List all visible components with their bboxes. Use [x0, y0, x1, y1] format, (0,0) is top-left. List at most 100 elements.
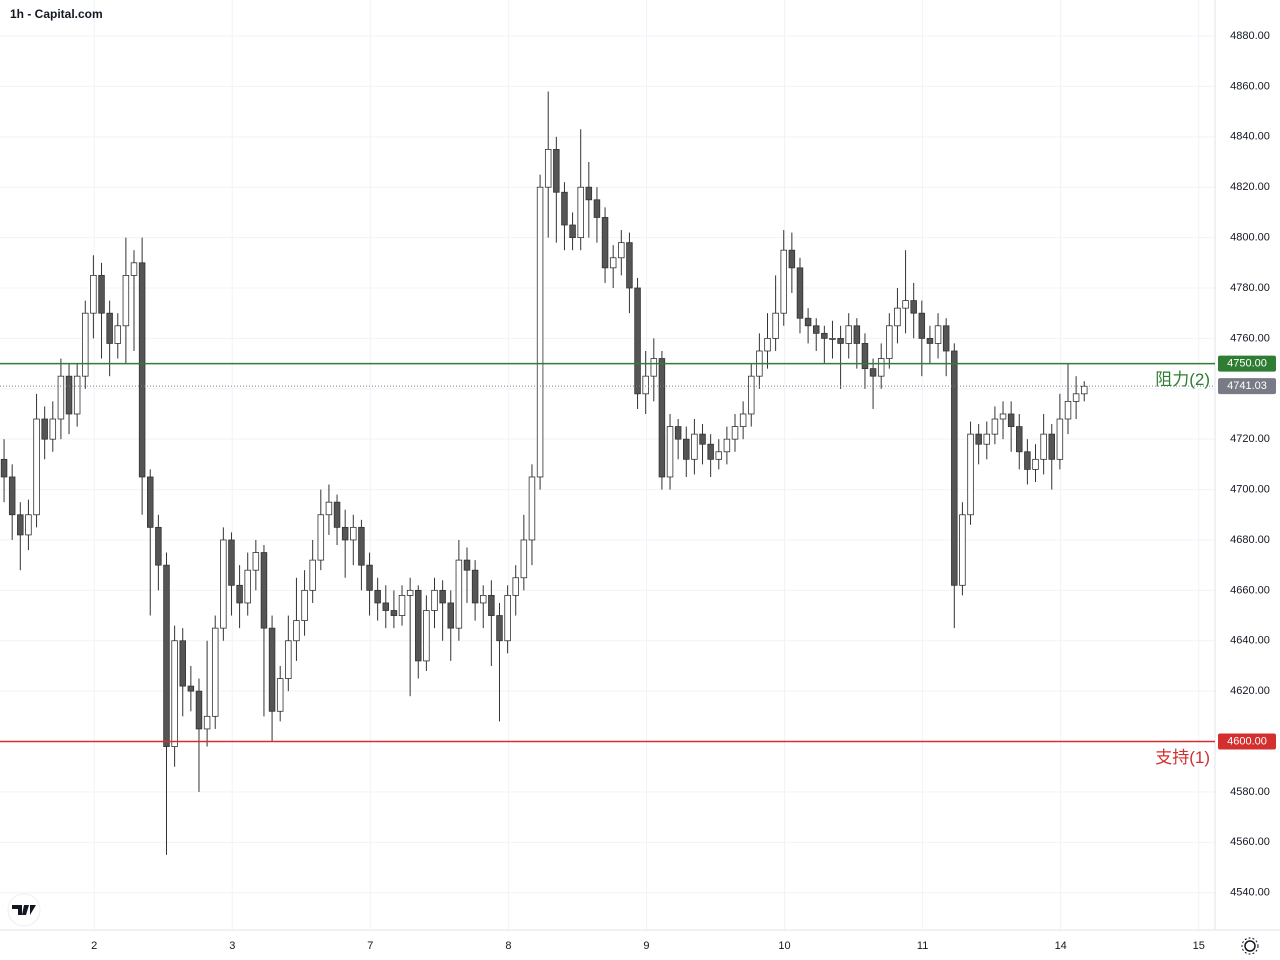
candle-body	[374, 589, 381, 604]
candle-body	[804, 317, 812, 327]
candle-body	[130, 262, 138, 276]
candle-body	[1024, 451, 1031, 470]
candle-body	[228, 539, 235, 586]
candle-body	[504, 594, 511, 642]
candle-body	[1040, 433, 1047, 460]
candle-body	[0, 458, 8, 478]
candle-body	[626, 242, 633, 289]
candle-body	[553, 149, 560, 193]
candle-body	[155, 526, 162, 566]
candle-body	[886, 325, 893, 359]
candle-body	[252, 552, 260, 571]
candle-body	[536, 186, 544, 478]
y-tick-label: 4660.00	[1230, 584, 1270, 596]
candle-body	[122, 274, 130, 327]
candle-body	[634, 287, 641, 395]
candle-body	[455, 559, 463, 629]
candle-body	[463, 559, 471, 571]
candle-body	[959, 514, 966, 586]
candle-body	[398, 594, 406, 616]
candle-body	[268, 627, 276, 712]
candle-body	[171, 640, 178, 747]
candle-body	[707, 443, 714, 460]
candle-body	[796, 267, 804, 319]
candle-body	[1007, 413, 1015, 427]
candle-body	[415, 589, 422, 662]
candle-body	[179, 640, 186, 687]
candle-body	[618, 242, 625, 259]
candle-body	[25, 514, 32, 536]
y-tick-label: 4880.00	[1230, 30, 1270, 42]
candle-body	[869, 368, 877, 377]
candle-body	[520, 539, 528, 579]
candle-body	[244, 569, 251, 604]
level-tag-label: 4600.00	[1227, 735, 1267, 747]
candle-body	[715, 451, 723, 460]
candle-body	[301, 589, 308, 621]
candle-body	[926, 337, 934, 344]
candle-body	[1032, 458, 1039, 470]
candle-body	[366, 564, 373, 591]
candle-body	[731, 426, 739, 440]
candle-body	[650, 358, 658, 377]
candle-body	[967, 433, 974, 516]
candle-body	[333, 501, 341, 528]
candle-body	[812, 325, 820, 334]
candle-body	[683, 438, 690, 460]
candle-body	[691, 433, 698, 460]
candle-body	[1048, 433, 1055, 460]
candle-body	[674, 426, 682, 440]
candle-body	[561, 191, 568, 226]
candle-body	[1016, 426, 1023, 453]
y-tick-label: 4760.00	[1230, 332, 1270, 344]
candle-body	[114, 325, 122, 344]
candle-body	[406, 589, 414, 596]
candle-body	[748, 375, 755, 415]
candle-body	[593, 199, 601, 218]
x-tick-label: 3	[229, 940, 235, 952]
candle-body	[1072, 393, 1080, 402]
candle-body	[8, 476, 16, 516]
candle-body	[577, 186, 584, 239]
y-tick-label: 4820.00	[1230, 181, 1270, 193]
candle-body	[544, 149, 552, 188]
candle-body	[585, 186, 593, 201]
candle-body	[528, 476, 536, 541]
x-tick-label: 9	[643, 940, 649, 952]
candle-body	[488, 594, 495, 616]
candle-body	[17, 514, 24, 536]
chart-title: 1h - Capital.com	[10, 7, 103, 21]
y-tick-label: 4800.00	[1230, 232, 1270, 244]
candle-body	[260, 552, 268, 629]
candle-body	[723, 438, 731, 453]
candle-body	[33, 418, 40, 516]
level-name: 支持(1)	[1155, 748, 1210, 767]
y-tick-label: 4540.00	[1230, 887, 1270, 899]
candle-body	[90, 274, 97, 314]
level-name: 阻力(2)	[1155, 370, 1210, 389]
tv-logo[interactable]	[7, 893, 41, 927]
candle-body	[991, 418, 999, 435]
candle-body	[609, 257, 617, 269]
candle-body	[98, 274, 105, 314]
candle-body	[147, 476, 154, 528]
y-tick-label: 4680.00	[1230, 534, 1270, 546]
candle-body	[65, 375, 73, 415]
x-tick-label: 15	[1193, 940, 1205, 952]
candle-body	[163, 564, 170, 747]
settings-icon[interactable]	[1241, 937, 1259, 955]
candle-body	[699, 433, 706, 445]
candle-body	[951, 350, 958, 586]
candle-body	[41, 418, 48, 440]
y-tick-label: 4860.00	[1230, 80, 1270, 92]
candle-body	[293, 620, 300, 642]
candle-body	[894, 307, 901, 327]
last-price-tag	[1218, 378, 1276, 395]
y-tick-label: 4580.00	[1230, 786, 1270, 798]
candle-body	[658, 358, 666, 478]
candle-body	[350, 526, 357, 541]
candle-body	[471, 569, 479, 604]
candle-body	[877, 358, 885, 377]
